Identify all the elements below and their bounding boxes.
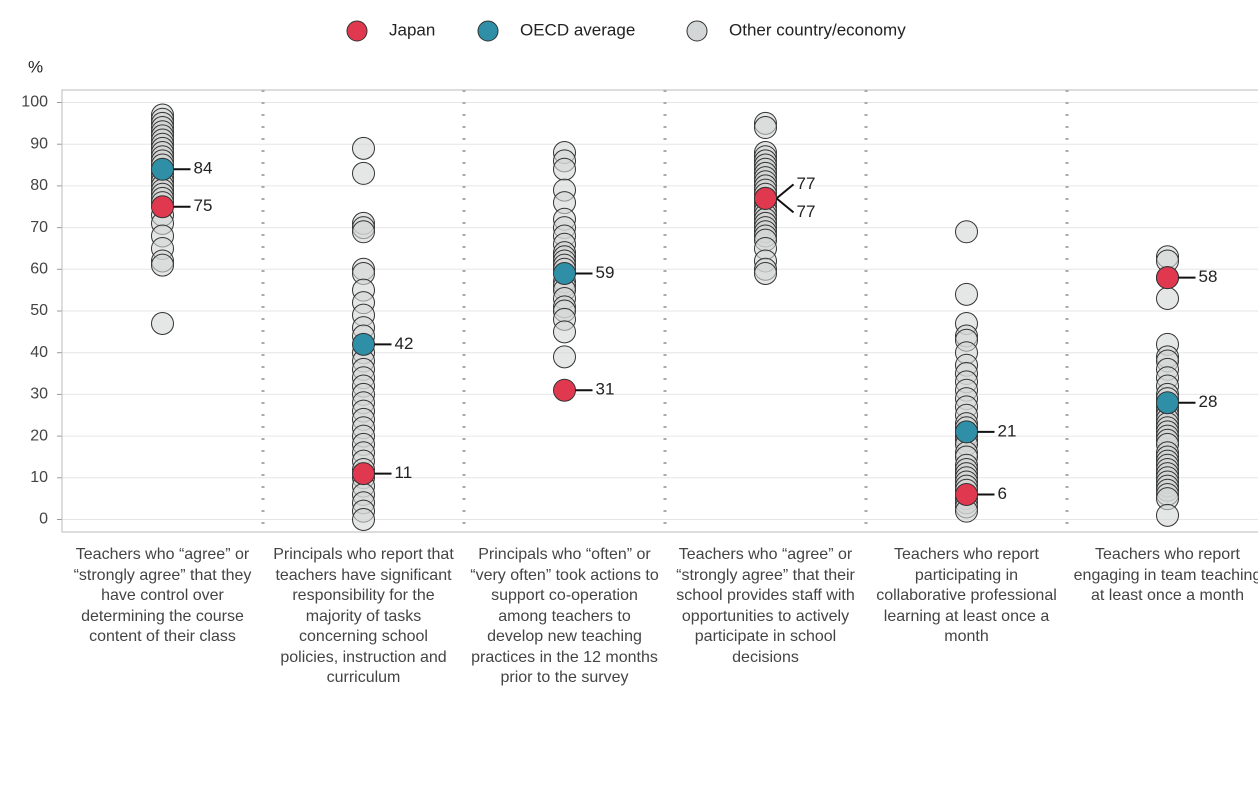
y-tick-label: 40 bbox=[30, 344, 48, 361]
other-point bbox=[151, 253, 174, 277]
oecd-point bbox=[955, 420, 978, 444]
legend-marker bbox=[477, 20, 499, 42]
data-label: 31 bbox=[596, 380, 615, 399]
legend-marker bbox=[346, 20, 368, 42]
label-leader bbox=[775, 197, 795, 214]
japan-point bbox=[553, 378, 576, 402]
data-label: 21 bbox=[998, 421, 1017, 440]
other-point bbox=[1156, 503, 1179, 527]
category-label: Teachers who “agree” or “strongly agree”… bbox=[73, 546, 252, 645]
oecd-point bbox=[151, 157, 174, 181]
category-label: Principals who “often” or “very often” t… bbox=[470, 546, 659, 686]
y-axis-label: % bbox=[28, 57, 43, 76]
oecd-point bbox=[352, 332, 375, 356]
y-tick-label: 10 bbox=[30, 469, 48, 486]
data-label: 28 bbox=[1199, 392, 1218, 411]
other-point bbox=[754, 261, 777, 285]
category-label: Teachers who report participating in col… bbox=[876, 546, 1057, 645]
y-tick-label: 50 bbox=[30, 302, 48, 319]
other-point bbox=[553, 320, 576, 344]
other-point bbox=[1156, 286, 1179, 310]
other-point bbox=[352, 507, 375, 531]
legend-label: Japan bbox=[389, 20, 435, 39]
oecd-point bbox=[1156, 391, 1179, 415]
label-leader bbox=[775, 183, 795, 200]
y-tick-label: 80 bbox=[30, 177, 48, 194]
y-tick-label: 100 bbox=[21, 94, 48, 111]
plot-border bbox=[61, 89, 1258, 533]
data-label: 42 bbox=[395, 334, 414, 353]
other-point bbox=[955, 220, 978, 244]
japan-point bbox=[352, 462, 375, 486]
other-point bbox=[151, 312, 174, 336]
japan-point bbox=[151, 195, 174, 219]
legend-label: Other country/economy bbox=[729, 20, 906, 39]
japan-point bbox=[754, 186, 777, 210]
category-label: Teachers who report engaging in team tea… bbox=[1073, 546, 1258, 604]
y-tick-label: 30 bbox=[30, 386, 48, 403]
data-label: 75 bbox=[194, 196, 213, 215]
y-tick-label: 70 bbox=[30, 219, 48, 236]
y-tick-label: 0 bbox=[39, 511, 48, 528]
data-label: 77 bbox=[797, 202, 816, 221]
legend-marker bbox=[686, 20, 708, 42]
data-label: 84 bbox=[194, 159, 213, 178]
legend-label: OECD average bbox=[520, 20, 635, 39]
data-label: 77 bbox=[797, 174, 816, 193]
y-tick-label: 90 bbox=[30, 135, 48, 152]
data-label: 6 bbox=[998, 484, 1007, 503]
data-label: 59 bbox=[596, 263, 615, 282]
japan-point bbox=[955, 482, 978, 506]
other-point bbox=[553, 345, 576, 369]
category-label: Principals who report that teachers have… bbox=[273, 546, 454, 686]
category-label: Teachers who “agree” or “strongly agree”… bbox=[676, 546, 855, 666]
y-tick-label: 20 bbox=[30, 427, 48, 444]
other-point bbox=[352, 220, 375, 244]
other-point bbox=[754, 116, 777, 140]
japan-point bbox=[1156, 266, 1179, 290]
other-point bbox=[352, 161, 375, 185]
data-label: 58 bbox=[1199, 267, 1218, 286]
other-point bbox=[553, 157, 576, 181]
data-label: 11 bbox=[395, 463, 413, 482]
oecd-point bbox=[553, 261, 576, 285]
other-point bbox=[352, 136, 375, 160]
y-tick-label: 60 bbox=[30, 261, 48, 278]
other-point bbox=[955, 282, 978, 306]
